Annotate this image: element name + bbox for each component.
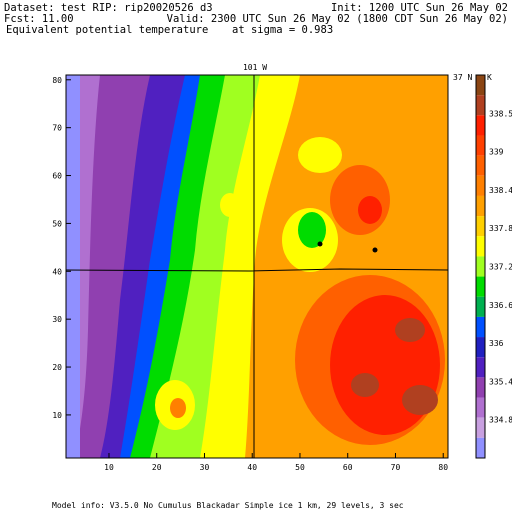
colorbar-swatch <box>476 397 485 418</box>
header-fcst: Fcst: 11.00 <box>4 13 74 25</box>
colorbar-label: 337.8 <box>489 224 512 233</box>
x-tick-label: 40 <box>247 463 257 472</box>
colorbar-label: 339 <box>489 148 504 157</box>
colorbar-swatch <box>476 337 485 358</box>
header-dataset: Dataset: test RIP: rip20020526 d3 <box>4 2 213 14</box>
colorbar-swatch <box>476 175 485 196</box>
colorbar-swatch <box>476 236 485 257</box>
footer: Model info: V3.5.0 No Cumulus Blackadar … <box>52 501 404 510</box>
header-init: Init: 1200 UTC Sun 26 May 02 <box>331 2 508 14</box>
colorbar-swatch <box>476 276 485 297</box>
x-tick-label: 20 <box>152 463 162 472</box>
header-field: Equivalent potential temperature <box>6 24 208 36</box>
colorbar-swatch <box>476 115 485 136</box>
colorbar-swatch <box>476 296 485 317</box>
colorbar-swatch <box>476 75 485 96</box>
y-tick-label: 80 <box>52 76 62 85</box>
x-tick-label: 60 <box>343 463 353 472</box>
y-tick-label: 20 <box>52 363 62 372</box>
y-tick-label: 40 <box>52 267 62 276</box>
y-tick-label: 70 <box>52 124 62 133</box>
colorbar-label: 335.4 <box>489 377 512 386</box>
y-tick-label: 50 <box>52 219 62 228</box>
colorbar-label: 337.2 <box>489 263 512 272</box>
colorbar-swatch <box>476 195 485 217</box>
colorbar-swatch <box>476 417 485 438</box>
header-level: at sigma = 0.983 <box>232 24 333 36</box>
colorbar-swatch <box>476 437 485 458</box>
colorbar-frame <box>475 74 486 459</box>
colorbar-label: 336 <box>489 339 504 348</box>
colorbar-label: 338.5 <box>489 109 512 118</box>
colorbar-label: 338.4 <box>489 186 512 195</box>
header-valid: Valid: 2300 UTC Sun 26 May 02 (1800 CDT … <box>167 13 508 25</box>
colorbar-swatch <box>476 377 485 398</box>
colorbar-swatch <box>476 135 485 156</box>
map-corner-label: 37 N <box>453 73 472 82</box>
x-tick-label: 80 <box>438 463 448 472</box>
y-tick-label: 60 <box>52 172 62 181</box>
colorbar: 338.5 339 338.4 337.8 337.2 336.6 336 335.4 334.… <box>475 74 512 459</box>
y-tick-label: 10 <box>52 411 62 420</box>
x-tick-label: 10 <box>104 463 114 472</box>
colorbar-swatch <box>476 155 485 176</box>
y-tick-label: 30 <box>52 315 62 324</box>
colorbar-swatch <box>476 357 485 378</box>
field <box>65 74 449 459</box>
colorbar-swatch <box>476 95 485 116</box>
x-tick-label: 30 <box>200 463 210 472</box>
map-top-label: 101 W <box>243 63 267 72</box>
x-tick-label: 70 <box>391 463 401 472</box>
x-tick-label: 50 <box>295 463 305 472</box>
colorbar-swatch <box>476 216 485 237</box>
colorbar-label: 334.8 <box>489 416 512 425</box>
colorbar-label: 336.6 <box>489 301 512 310</box>
colorbar-swatch <box>476 316 485 338</box>
colorbar-swatch <box>476 256 485 277</box>
colorbar-unit: K <box>487 73 492 82</box>
